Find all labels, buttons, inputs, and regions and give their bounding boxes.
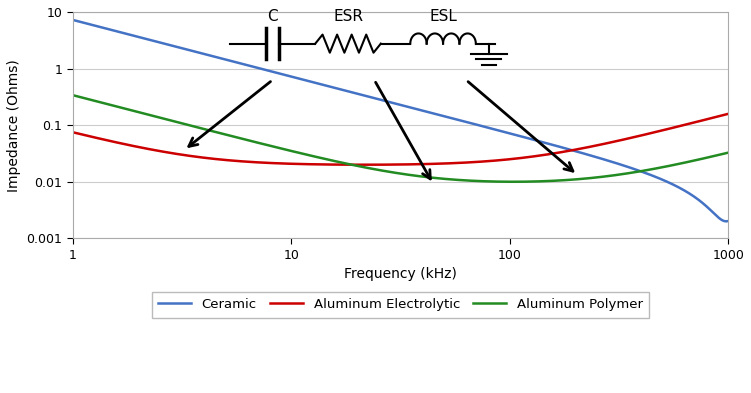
Ceramic [704,206,713,211]
Aluminum Polymer [584,176,593,180]
X-axis label: Frequency (kHz): Frequency (kHz) [344,267,457,281]
Text: ESL: ESL [429,9,457,24]
Ceramic [101,26,110,31]
Text: C: C [267,9,278,24]
Aluminum Electrolytic [724,112,733,116]
Line: Aluminum Electrolytic: Aluminum Electrolytic [73,114,728,165]
Aluminum Electrolytic [704,116,713,121]
Text: ESR: ESR [333,9,363,24]
Aluminum Electrolytic [101,138,110,142]
Line: Ceramic: Ceramic [73,20,728,221]
Ceramic [68,18,77,22]
Aluminum Electrolytic [388,162,397,167]
Line: Aluminum Polymer: Aluminum Polymer [73,95,728,182]
Ceramic [704,206,713,211]
Aluminum Polymer [101,101,110,106]
Aluminum Polymer [704,155,713,160]
Ceramic [724,219,733,223]
Aluminum Polymer [705,155,714,160]
Aluminum Polymer [369,167,379,171]
Aluminum Electrolytic [584,145,593,149]
Aluminum Polymer [509,179,518,184]
Aluminum Electrolytic [359,162,368,167]
Legend: Ceramic, Aluminum Electrolytic, Aluminum Polymer: Ceramic, Aluminum Electrolytic, Aluminum… [152,292,650,318]
Aluminum Polymer [68,93,77,97]
Y-axis label: Impedance (Ohms): Impedance (Ohms) [7,59,21,191]
Aluminum Electrolytic [370,162,379,167]
Aluminum Polymer [387,170,396,174]
Aluminum Electrolytic [68,130,77,135]
Aluminum Electrolytic [705,116,714,121]
Ceramic [722,219,731,224]
Ceramic [369,95,379,100]
Aluminum Polymer [724,150,733,155]
Ceramic [584,152,593,157]
Ceramic [387,100,396,105]
